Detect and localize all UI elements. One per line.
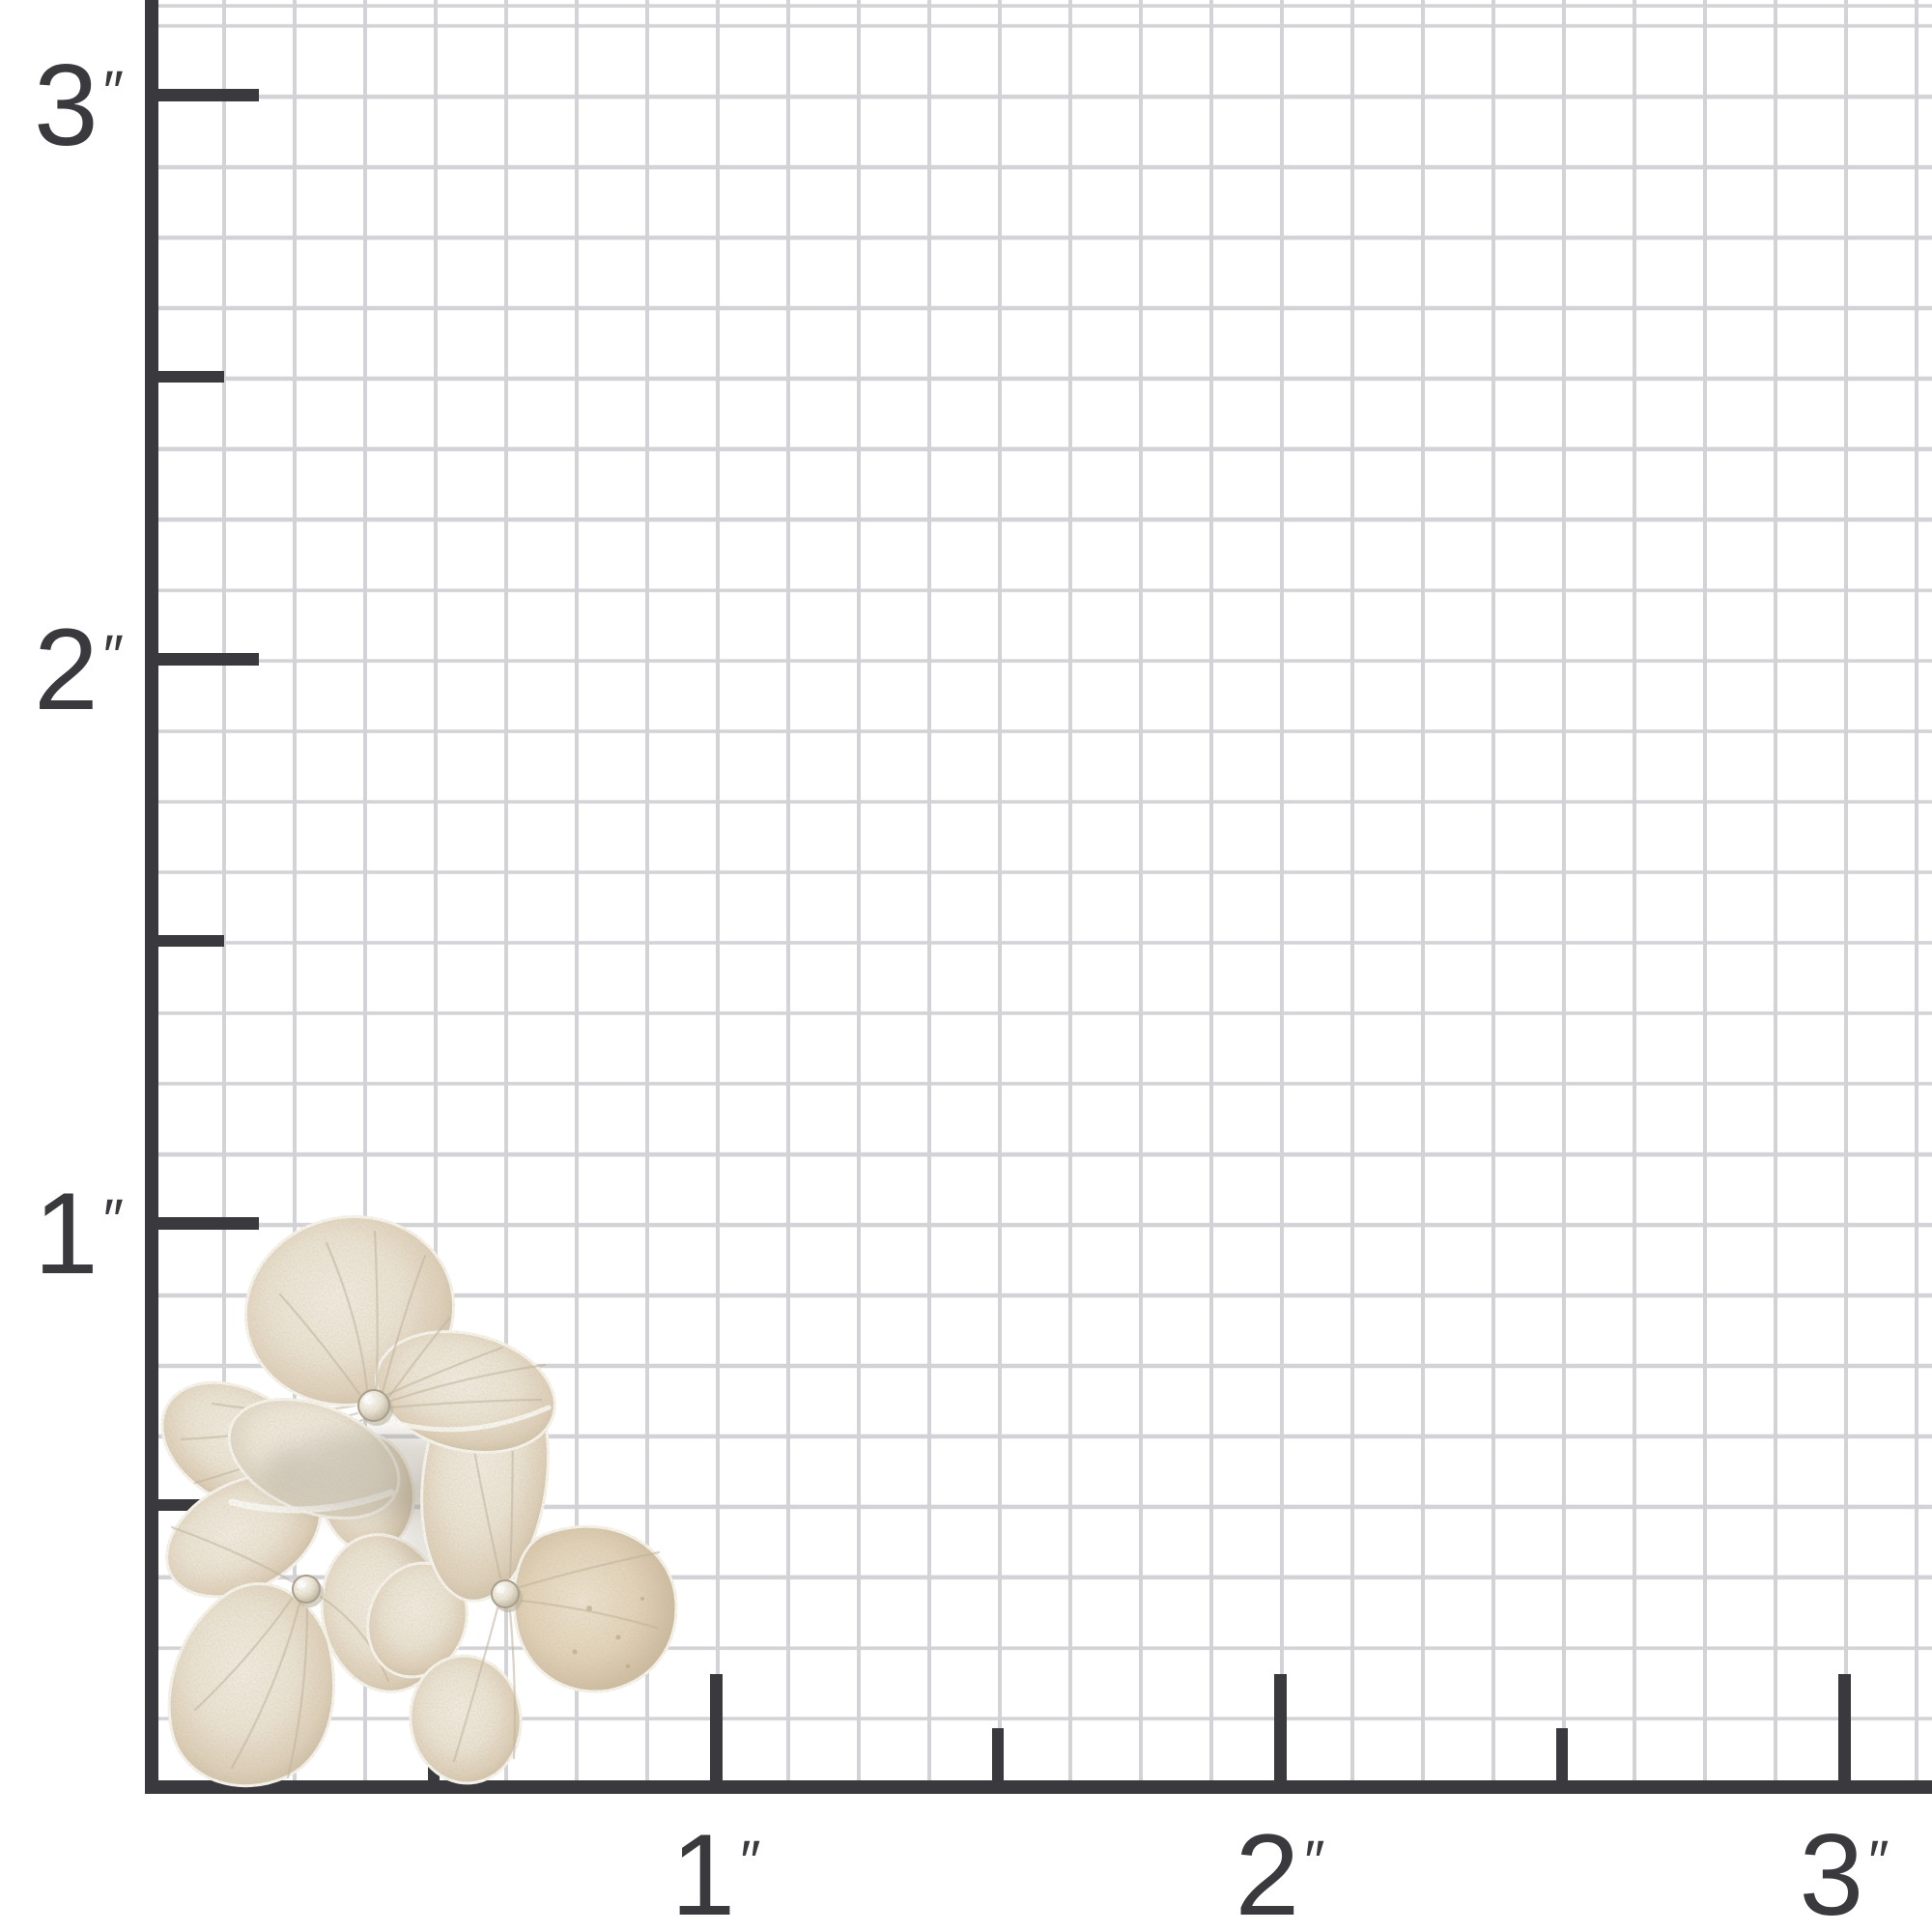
y-label-3-value: 3 <box>34 40 99 170</box>
x-tick-major-1in <box>710 1674 723 1782</box>
y-label-2-value: 2 <box>34 604 99 734</box>
inch-prime-mark: ″ <box>102 59 124 124</box>
x-axis-label-3in: 3″ <box>1728 1804 1932 1932</box>
y-axis-label-3in: 3″ <box>0 34 124 163</box>
product-photo-hydrangea-pin <box>160 1214 678 1788</box>
x-label-3-value: 3 <box>1799 1809 1865 1932</box>
inch-prime-mark: ″ <box>1868 1829 1889 1893</box>
y-label-1-value: 1 <box>34 1168 99 1298</box>
y-tick-minor-1-5in <box>145 935 224 947</box>
inch-prime-mark: ″ <box>1304 1829 1325 1893</box>
flower-center-bead <box>491 1579 520 1608</box>
y-tick-major-1in <box>145 1217 259 1230</box>
flower-center-bead <box>357 1389 390 1422</box>
x-axis-label-2in: 2″ <box>1164 1804 1396 1932</box>
inch-prime-mark: ″ <box>740 1829 761 1893</box>
y-axis-ruler <box>145 0 158 1794</box>
y-tick-minor-2-5in <box>145 371 224 383</box>
x-label-1-value: 1 <box>670 1809 737 1932</box>
y-tick-major-2in <box>145 653 259 666</box>
x-axis-label-1in: 1″ <box>600 1804 832 1932</box>
x-tick-minor-2-5in <box>1556 1728 1568 1782</box>
x-tick-major-2in <box>1274 1674 1287 1782</box>
y-axis-label-2in: 2″ <box>0 598 124 727</box>
x-tick-minor-1-5in <box>992 1728 1004 1782</box>
y-axis-label-1in: 1″ <box>0 1162 124 1292</box>
x-label-2-value: 2 <box>1235 1809 1301 1932</box>
inch-prime-mark: ″ <box>102 1187 124 1252</box>
x-axis-ruler <box>145 1780 1932 1794</box>
y-tick-major-3in <box>145 89 259 101</box>
flower-center-bead <box>292 1575 321 1604</box>
flower-center-beads <box>292 1389 523 1612</box>
inch-prime-mark: ″ <box>102 623 124 688</box>
x-tick-major-3in <box>1838 1674 1851 1782</box>
